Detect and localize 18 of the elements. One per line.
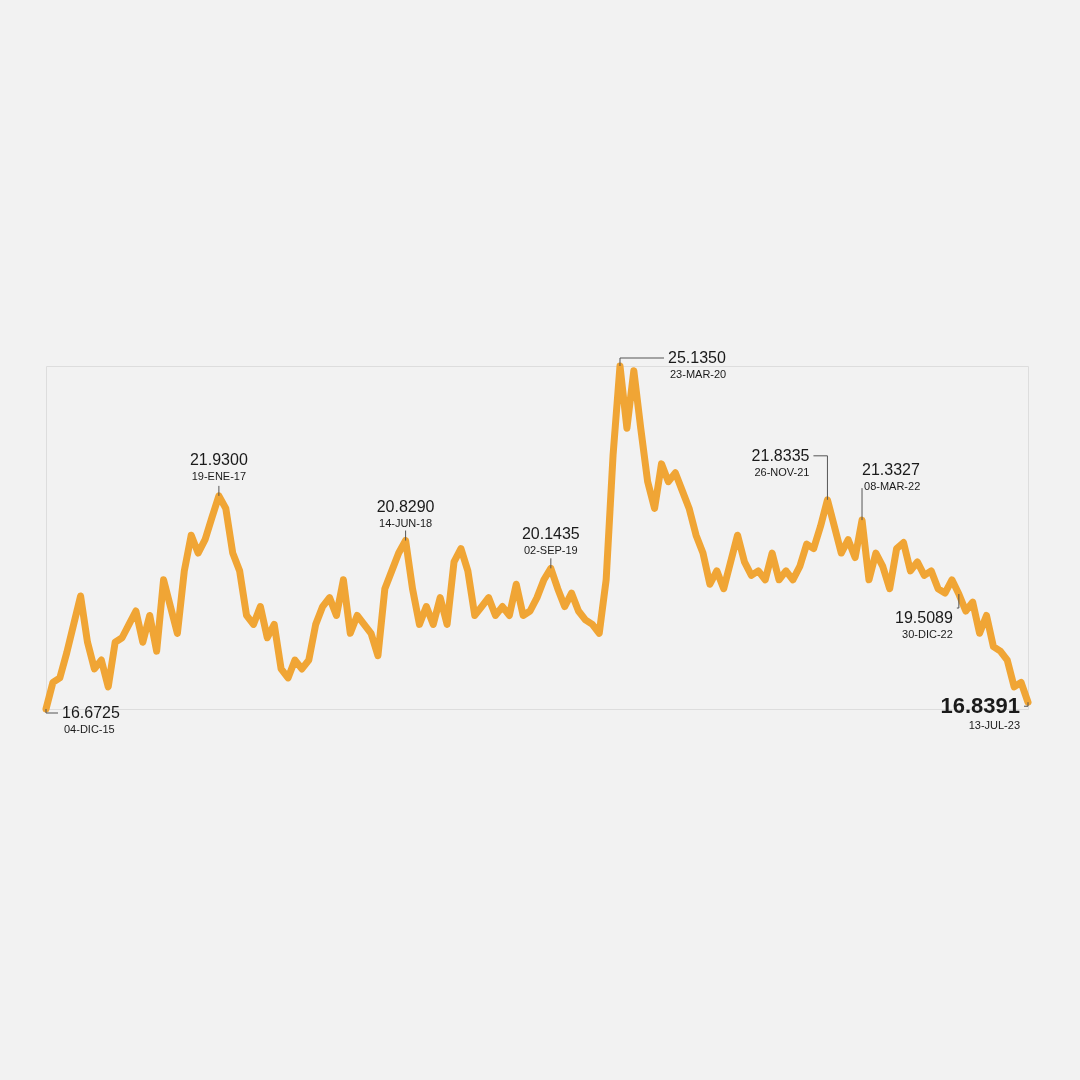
annotation: 14-JUN-18 [379,516,433,529]
data-label: 16.8391 [940,693,1020,719]
annotation: 19-ENE-17 [191,469,247,482]
data-label: 21.3327 [862,461,920,479]
annotation: 23-MAR-20 [669,368,727,380]
annotation: 02-SEP-19 [523,544,578,557]
data-label: 25.1350 [667,349,726,366]
annotation: 08-MAR-22 [864,480,921,493]
data-label: 16.6725 [62,704,120,721]
data-label: 21.9300 [189,450,248,468]
data-label: 19.5089 [895,609,953,627]
data-label: 20.8290 [376,497,435,515]
text: 04-DIC-15 [64,723,115,735]
annotation: 30-DIC-22 [902,628,953,641]
text: 13-JUL-23 [968,719,1020,732]
data-label: 20.1435 [521,525,580,543]
annotation: 26-NOV-21 [754,465,810,478]
data-label: 21.8335 [751,446,810,464]
